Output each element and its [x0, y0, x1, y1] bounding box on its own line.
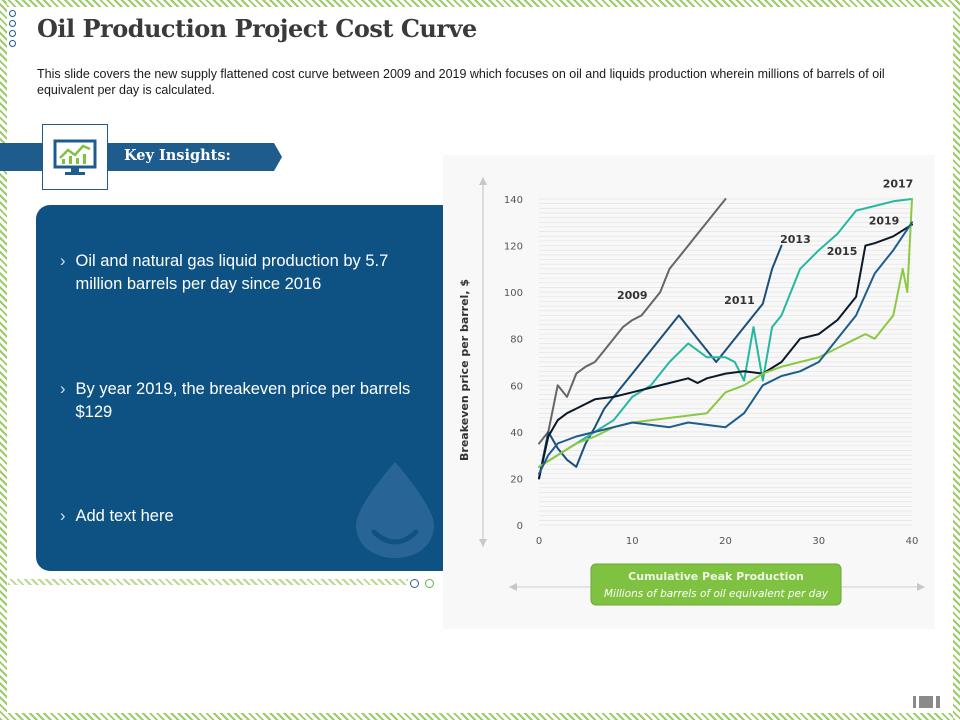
y-tick-label: 120: [504, 242, 523, 253]
divider-stripe: [8, 579, 408, 585]
series-line-2015: [538, 223, 913, 480]
x-tick-label: 20: [719, 536, 732, 547]
oil-drop-icon: [356, 462, 434, 558]
insight-item: › Add text here: [60, 505, 420, 528]
y-axis-arrow-up: [479, 177, 487, 185]
x-tick-label: 30: [812, 536, 825, 547]
series-line-2009: [538, 198, 727, 445]
series-line-2011: [538, 244, 783, 480]
page-title: Oil Production Project Cost Curve: [37, 14, 477, 43]
insights-panel: › Oil and natural gas liquid production b…: [36, 205, 444, 571]
frame-border-top: [0, 0, 960, 7]
frame-border-left: [0, 0, 7, 720]
series-label-2015: 2015: [827, 245, 858, 258]
y-tick-label: 60: [510, 381, 523, 392]
frame-border-right: [953, 0, 960, 720]
insight-text: Oil and natural gas liquid production by…: [75, 252, 389, 293]
cost-curve-chart: 0 20 40 60 80 100 120 140 0 10 20 30 40 2009 2011 201…: [458, 177, 925, 606]
y-tick-label: 80: [510, 335, 523, 346]
insights-heading: Key Insights:: [124, 147, 231, 164]
series-line-2019: [538, 221, 913, 475]
y-tick-label: 0: [517, 521, 523, 532]
x-axis-arrow-left: [509, 583, 517, 591]
x-tick-label: 0: [536, 536, 542, 547]
x-tick-label: 10: [626, 536, 639, 547]
series-label-2017: 2017: [883, 177, 914, 190]
monitor-chart-icon: [42, 124, 108, 190]
page-subtitle: This slide covers the new supply flatten…: [37, 67, 885, 97]
frame-border-bottom: [0, 713, 960, 720]
slide-controls[interactable]: [913, 696, 940, 708]
x-axis-label-box: [590, 563, 842, 606]
decorative-dots: [9, 10, 16, 47]
series-label-2019: 2019: [869, 215, 900, 228]
series-label-2013: 2013: [780, 233, 811, 246]
series-label-2009: 2009: [617, 289, 648, 302]
x-axis-arrow-right: [917, 583, 925, 591]
y-tick-label: 140: [504, 195, 523, 206]
series-label-2011: 2011: [724, 294, 755, 307]
insight-item: › By year 2019, the breakeven price per b…: [60, 378, 420, 424]
slide-nav-dots: [410, 579, 434, 588]
x-axis-label: Cumulative Peak Production: [628, 570, 804, 583]
insight-item: › Oil and natural gas liquid production b…: [60, 250, 420, 296]
y-axis-label: Breakeven price per barrel, $: [458, 279, 471, 461]
y-tick-label: 100: [504, 288, 523, 299]
x-tick-label: 40: [906, 536, 919, 547]
y-tick-label: 40: [510, 428, 523, 439]
y-axis-arrow-down: [479, 539, 487, 547]
x-axis-sublabel: Millions of barrels of oil equivalent pe…: [604, 588, 829, 600]
y-tick-label: 20: [510, 474, 523, 485]
insight-text: By year 2019, the breakeven price per ba…: [75, 380, 411, 421]
chart-container: 0 20 40 60 80 100 120 140 0 10 20 30 40 2009 2011 201…: [443, 155, 935, 629]
insight-text: Add text here: [75, 507, 174, 525]
